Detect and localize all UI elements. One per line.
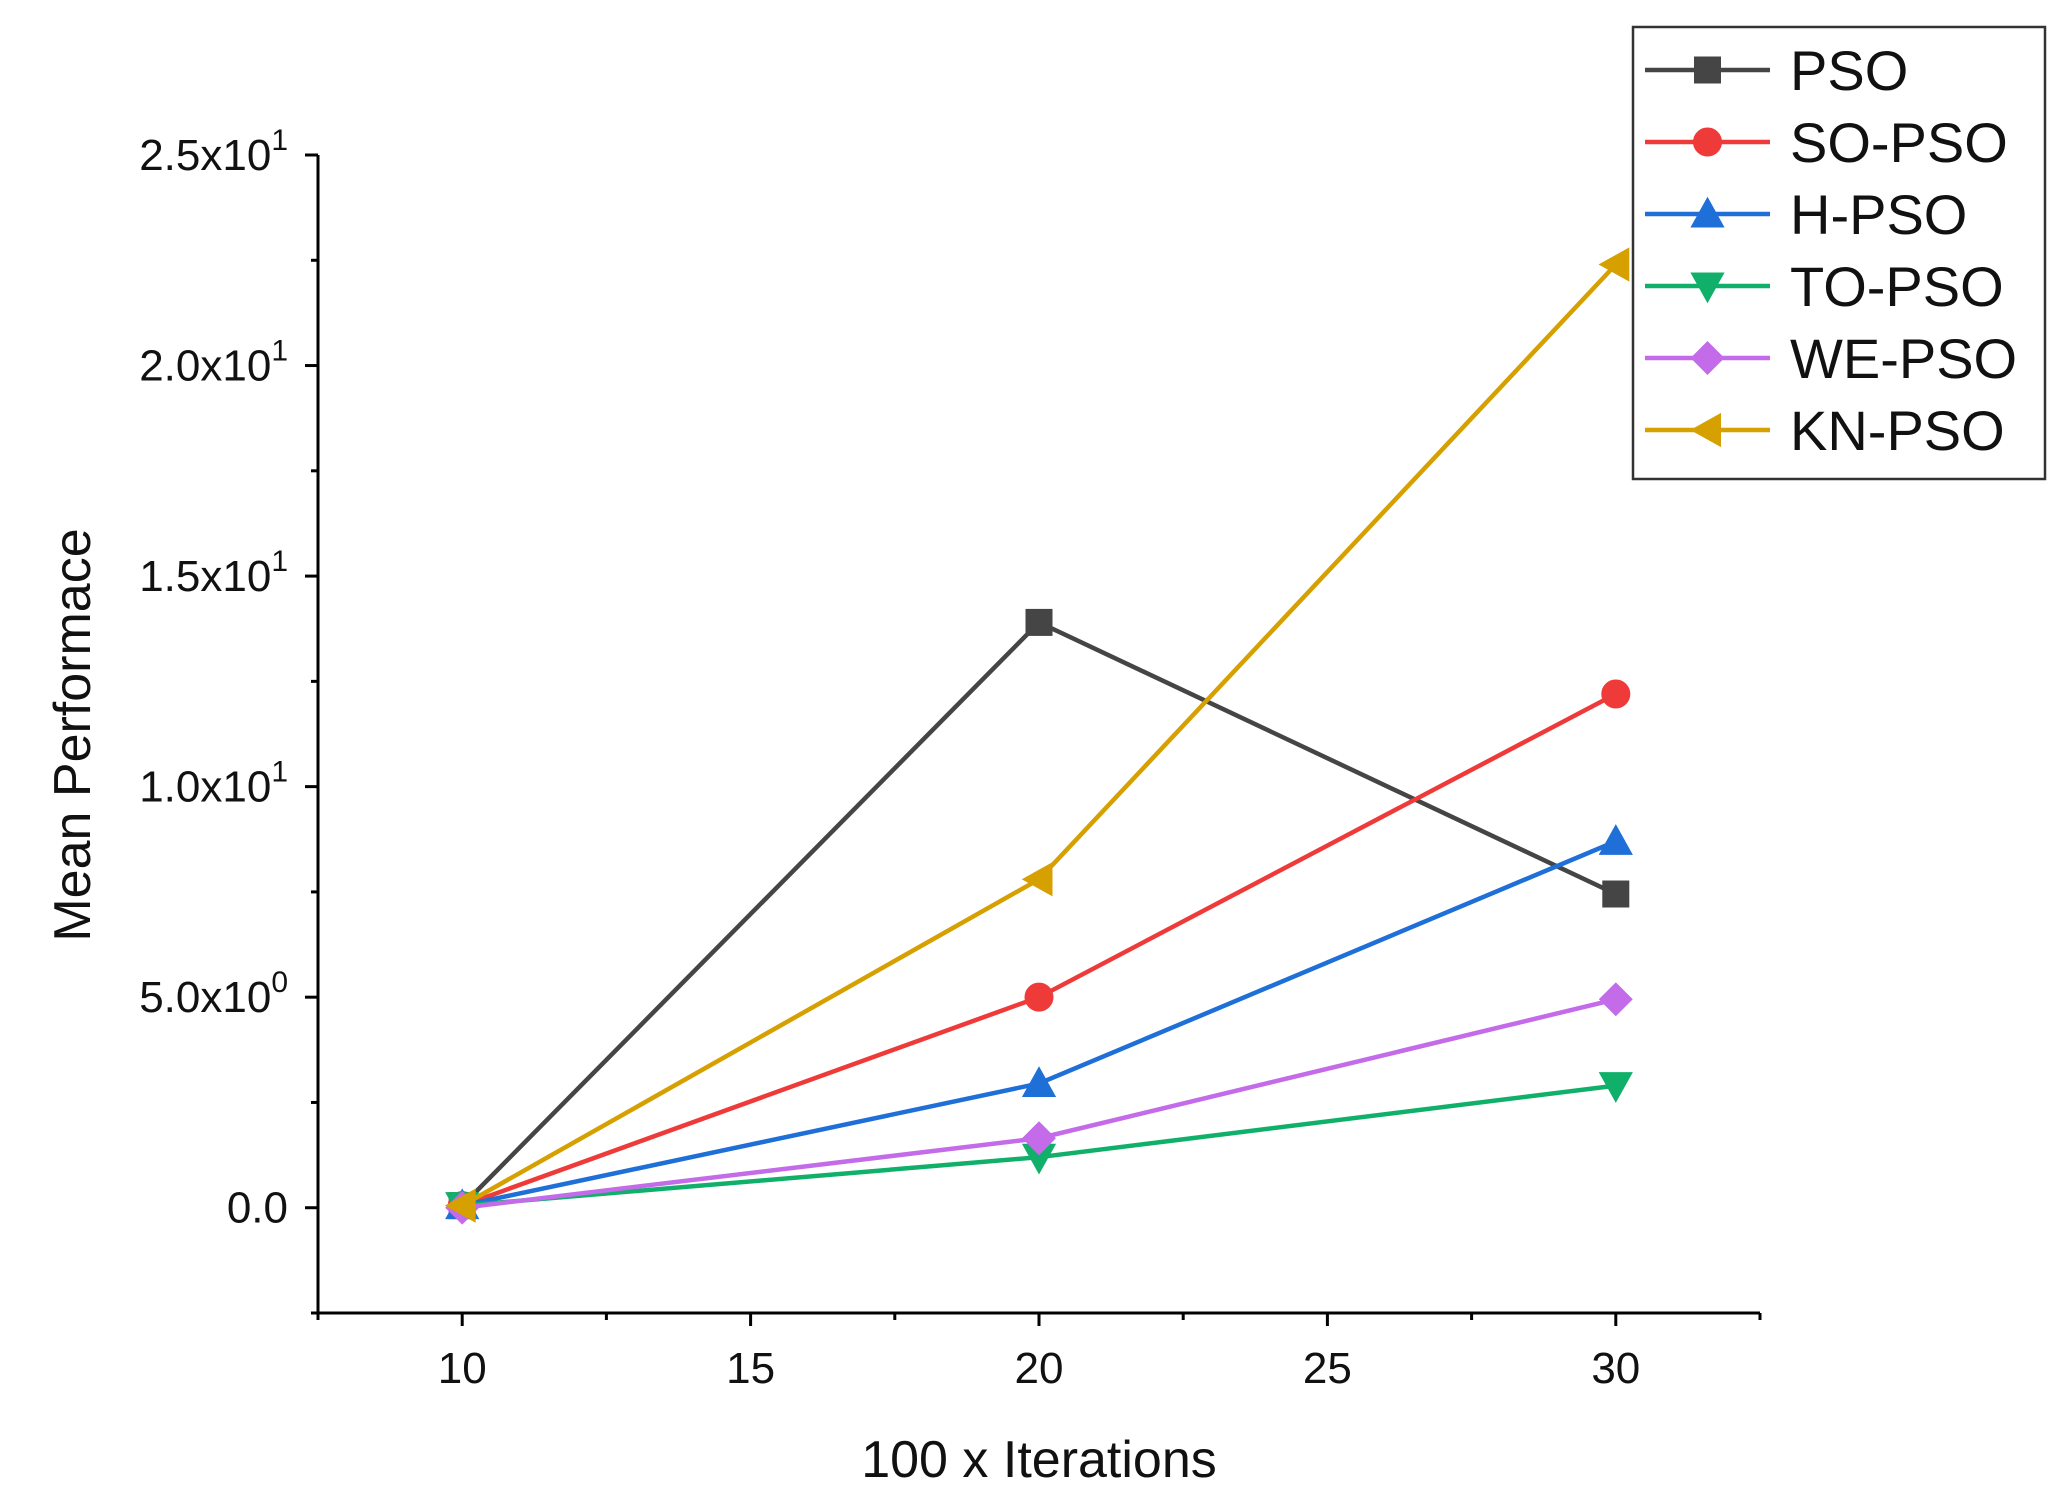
data-point [1598, 247, 1630, 282]
legend-label: WE-PSO [1790, 327, 2017, 390]
data-point [1021, 1066, 1057, 1098]
y-tick-label: 5.0x100 [139, 966, 288, 1022]
x-tick-label: 30 [1591, 1344, 1640, 1393]
legend-item-kn-pso: KN-PSO [1645, 399, 2005, 462]
data-point [1021, 862, 1053, 897]
y-tick-label: 1.5x101 [139, 545, 288, 601]
data-point [1601, 679, 1631, 709]
legend-box [1631, 25, 2047, 481]
y-tick-label: 2.5x101 [139, 124, 288, 180]
legend-marker [1694, 56, 1721, 84]
data-point [1022, 1121, 1056, 1156]
legend-label: TO-PSO [1790, 255, 2004, 318]
legend-item-h-pso: H-PSO [1645, 183, 1967, 246]
x-axis-title: 100 x Iterations [861, 1431, 1217, 1489]
data-point [1598, 1072, 1633, 1103]
legend-item-so-pso: SO-PSO [1645, 111, 2008, 174]
y-tick-label: 1.0x101 [139, 756, 288, 812]
legend-label: SO-PSO [1790, 111, 2008, 174]
legend-marker [1690, 341, 1725, 375]
y-tick-label: 0.0 [227, 1184, 288, 1233]
x-tick-label: 10 [438, 1344, 487, 1393]
legend: PSO SO-PSO H-PSO TO-PSO WE-PSO KN-PSO [1631, 25, 2047, 481]
legend-marker [1690, 196, 1725, 228]
legend-item-we-pso: WE-PSO [1645, 327, 2017, 390]
data-point [1598, 824, 1633, 855]
x-tick-label: 15 [726, 1344, 775, 1393]
y-tick-label: 2.0x101 [139, 335, 288, 391]
legend-marker [1693, 127, 1722, 157]
data-point [1025, 608, 1053, 636]
data-point [1024, 982, 1054, 1012]
data-point [444, 1188, 476, 1223]
legend-item-to-pso: TO-PSO [1645, 255, 2004, 318]
x-tick-label: 20 [1015, 1344, 1064, 1393]
series-line [461, 262, 1618, 1208]
x-tick-label: 25 [1303, 1344, 1352, 1393]
data-point [1598, 982, 1633, 1017]
legend-marker [1690, 272, 1725, 304]
x-ticks: 10 15 20 25 30 [316, 1313, 1762, 1393]
series-layer [444, 247, 1633, 1225]
data-point [1602, 880, 1630, 908]
legend-item-pso: PSO [1645, 39, 1908, 102]
legend-label: H-PSO [1790, 183, 1967, 246]
y-ticks: 0.0 5.0x100 1.0x101 1.5x101 2.0x101 2.5x101 [139, 124, 318, 1315]
legend-marker [1690, 412, 1721, 448]
legend-label: PSO [1790, 39, 1908, 102]
series-kn-pso [444, 247, 1630, 1223]
legend-label: KN-PSO [1790, 399, 2005, 462]
y-axis-title: Mean Performace [44, 528, 102, 941]
